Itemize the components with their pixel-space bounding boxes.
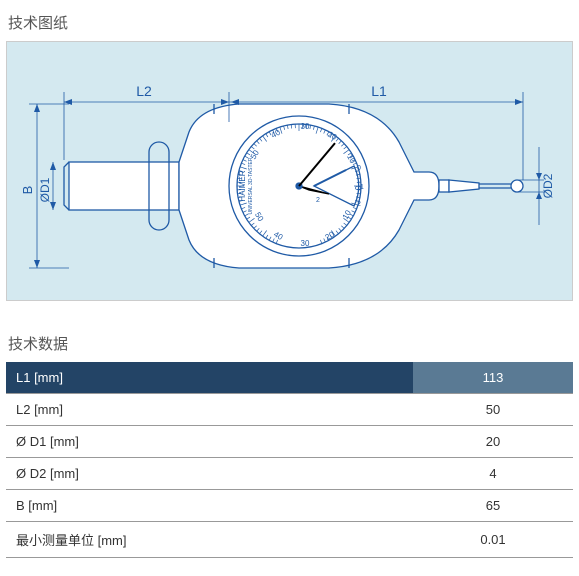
param-cell: 最小测量单位 [mm] xyxy=(6,522,413,558)
dim-D2: ØD2 xyxy=(541,173,555,198)
table-row: Ø D1 [mm] 20 xyxy=(6,426,573,458)
header-param: L1 [mm] xyxy=(6,362,413,394)
spec-table: L1 [mm] 113 L2 [mm] 50 Ø D1 [mm] 20 Ø D2… xyxy=(6,362,573,558)
svg-text:30: 30 xyxy=(301,239,310,248)
technical-drawing-svg: HAIMER UNIVERSAL 3D-TASTER 0 1 2 2 xyxy=(9,52,569,292)
value-cell: 0.01 xyxy=(413,522,573,558)
technical-drawing-panel: HAIMER UNIVERSAL 3D-TASTER 0 1 2 2 xyxy=(6,41,573,301)
svg-text:UNIVERSAL 3D-TASTER: UNIVERSAL 3D-TASTER xyxy=(248,157,254,214)
table-row: B [mm] 65 xyxy=(6,490,573,522)
data-title: 技术数据 xyxy=(8,333,573,354)
table-row: 最小测量单位 [mm] 0.01 xyxy=(6,522,573,558)
value-cell: 4 xyxy=(413,458,573,490)
value-cell: 20 xyxy=(413,426,573,458)
param-cell: Ø D1 [mm] xyxy=(6,426,413,458)
dim-D1: ØD1 xyxy=(38,177,52,202)
param-cell: B [mm] xyxy=(6,490,413,522)
svg-text:30: 30 xyxy=(301,122,310,131)
dim-B: B xyxy=(20,186,35,195)
svg-text:2: 2 xyxy=(357,201,361,208)
value-cell: 50 xyxy=(413,394,573,426)
header-value: 113 xyxy=(413,362,573,394)
dim-L1: L1 xyxy=(371,83,387,99)
table-row: Ø D2 [mm] 4 xyxy=(6,458,573,490)
param-cell: Ø D2 [mm] xyxy=(6,458,413,490)
param-cell: L2 [mm] xyxy=(6,394,413,426)
dim-L2: L2 xyxy=(136,83,152,99)
value-cell: 65 xyxy=(413,490,573,522)
table-row: L2 [mm] 50 xyxy=(6,394,573,426)
drawing-title: 技术图纸 xyxy=(8,12,573,33)
table-header-row: L1 [mm] 113 xyxy=(6,362,573,394)
svg-text:2: 2 xyxy=(316,197,320,204)
